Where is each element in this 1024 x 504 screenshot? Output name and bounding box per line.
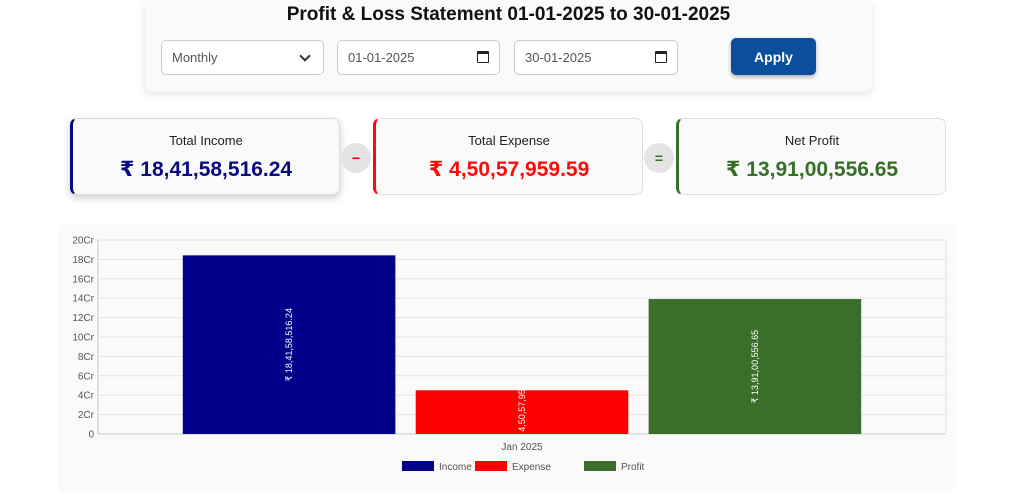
page-title: Profit & Loss Statement 01-01-2025 to 30… [286,4,731,25]
period-select[interactable]: Monthly [161,40,324,75]
equals-operator: = [644,143,674,173]
total-income-value: ₹ 18,41,58,516.24 [119,158,293,181]
y-tick-label: 16Cr [72,274,94,285]
total-income-card: Total Income ₹ 18,41,58,516.24 [70,118,340,195]
total-income-label: Total Income [169,133,243,148]
legend-label-income: Income [439,462,472,473]
legend-swatch-income [402,461,434,471]
period-select-value: Monthly [172,50,218,65]
y-tick-label: 6Cr [78,371,95,382]
bar-expense [415,390,629,434]
y-tick-label: 2Cr [78,410,95,421]
to-date-value: 30-01-2025 [525,50,592,65]
net-profit-value: ₹ 13,91,00,556.65 [725,158,899,181]
y-tick-label: 10Cr [72,333,94,344]
total-expense-card: Total Expense ₹ 4,50,57,959.59 [373,118,643,195]
y-tick-label: 18Cr [72,255,94,266]
calendar-icon[interactable] [477,51,489,63]
y-tick-label: 0 [88,430,94,441]
net-profit-label: Net Profit [784,133,840,148]
calendar-icon[interactable] [655,51,667,63]
legend-swatch-expense [475,461,507,471]
bar-data-label: ₹ 18,41,58,516.24 [284,308,294,381]
from-date-input[interactable]: 01-01-2025 [337,40,500,75]
minus-operator: − [341,143,371,173]
total-expense-label: Total Expense [468,133,550,148]
x-tick-label: Jan 2025 [501,442,543,453]
y-tick-label: 12Cr [72,313,94,324]
y-tick-label: 14Cr [72,294,94,305]
bar-income [182,255,396,434]
y-tick-label: 4Cr [78,391,95,402]
legend-label-profit: Profit [621,462,645,473]
legend-swatch-profit [584,461,616,471]
bar-data-label: ₹ 4,50,57,959 [517,384,527,440]
to-date-input[interactable]: 30-01-2025 [514,40,678,75]
total-expense-value: ₹ 4,50,57,959.59 [428,158,590,181]
apply-button[interactable]: Apply [731,38,816,75]
legend-label-expense: Expense [512,462,551,473]
net-profit-card: Net Profit ₹ 13,91,00,556.65 [676,118,946,195]
bar-data-label: ₹ 13,91,00,556.65 [750,330,760,403]
from-date-value: 01-01-2025 [348,50,415,65]
y-tick-label: 8Cr [78,352,95,363]
filter-panel: Profit & Loss Statement 01-01-2025 to 30… [145,0,872,92]
y-tick-label: 20Cr [72,236,94,247]
bar-profit [648,299,862,434]
